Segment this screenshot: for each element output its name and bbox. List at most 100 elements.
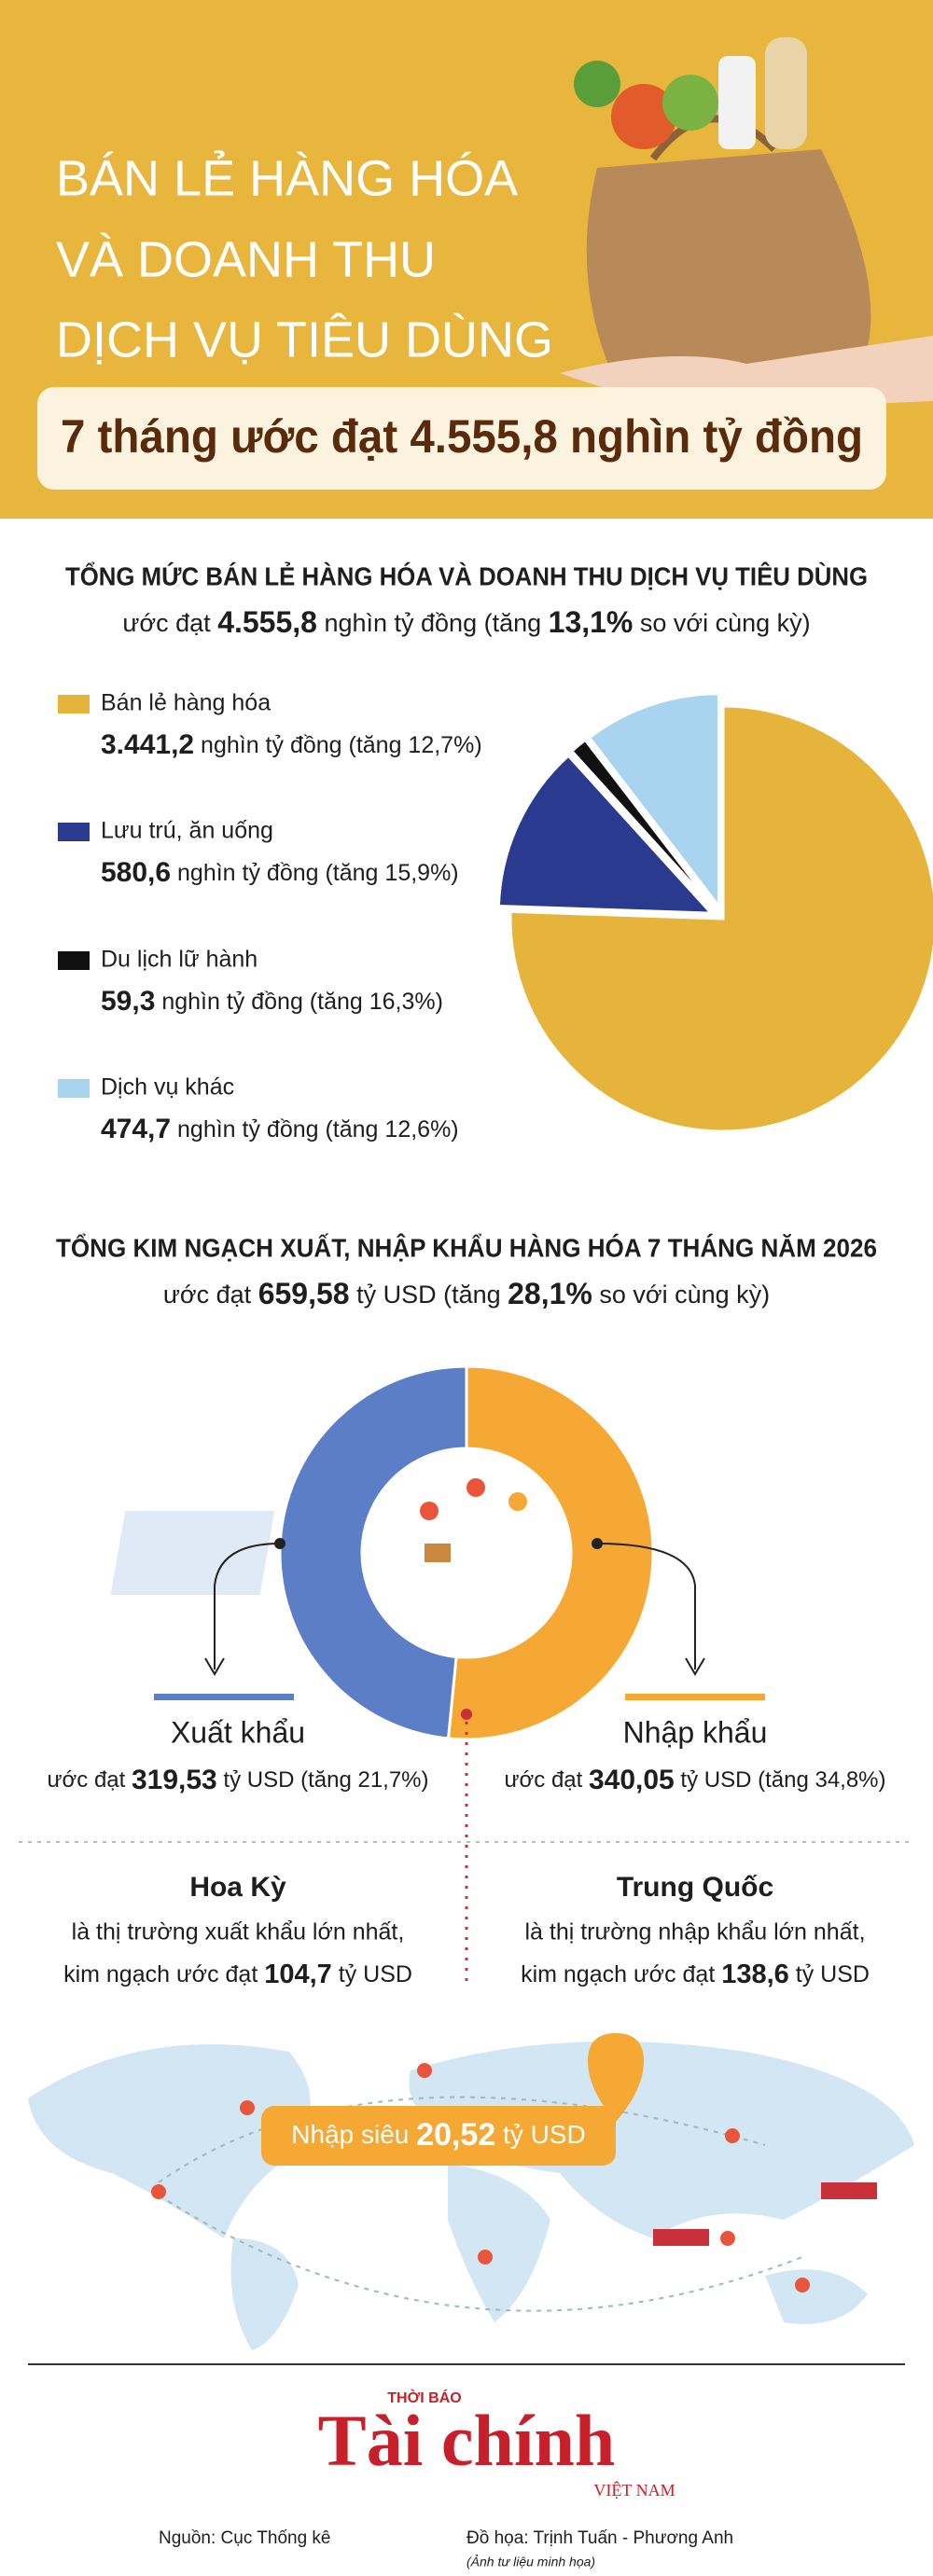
value-suffix: tỷ USD (tăng 21,7%) [217,1767,429,1793]
header-title: VÀ DOANH THU [56,231,436,287]
pin [795,2278,810,2292]
fruit [611,84,676,149]
value-prefix: ước đạt [47,1767,132,1793]
value-suffix: nghìn tỷ đồng (tăng 12,7%) [194,732,482,758]
pie-slice [508,704,933,1133]
value-label: 580,6 [101,857,171,888]
continent [448,2164,550,2322]
value-label: 340,05 [589,1765,675,1795]
section-title: TỔNG MỨC BÁN LẺ HÀNG HÓA VÀ DOANH THU DỊ… [65,561,868,590]
value-label: 319,53 [132,1765,217,1795]
donut-chart [278,1364,655,1741]
value-prefix: ước đạt [504,1767,589,1793]
summary-text: nghìn tỷ đồng (tăng [317,609,549,637]
footer-note: (Ảnh tư liệu minh họa) [466,2554,595,2569]
legend-bar [154,1694,294,1700]
world-map [28,2033,914,2350]
map-icon [110,1478,527,1595]
section-summary: ước đạt 659,58 tỷ USD (tăng 28,1% so với… [163,1277,770,1310]
bottle [718,56,756,149]
summary-text: so với cùng kỳ) [633,609,810,637]
divider-dot [461,1709,472,1720]
pie-slice [496,754,715,915]
trade-balance-box [261,2106,616,2166]
location-pin [588,2033,644,2122]
arrow-dot [274,1538,285,1549]
continent [230,2238,299,2350]
donut-segment [446,1364,655,1741]
trade-label: Nhập khẩu [623,1715,768,1749]
legend-value: 3.441,2 nghìn tỷ đồng (tăng 12,7%) [101,729,482,760]
legend-value: 59,3 nghìn tỷ đồng (tăng 16,3%) [101,986,443,1017]
balance-text: Nhập siêu [291,2120,416,2149]
footer-source: Nguồn: Cục Thống kê [159,2528,331,2548]
legend-label: Bán lẻ hàng hóa [101,690,271,716]
market-text: là thị trường xuất khẩu lớn nhất, [72,1919,405,1946]
summary-value: 4.555,8 [217,605,317,639]
value-suffix: nghìn tỷ đồng (tăng 16,3%) [155,989,443,1015]
logo-top: THỜI BÁO [387,2389,461,2406]
value-label: 474,7 [101,1114,171,1144]
continent [765,2269,868,2324]
greens [574,61,620,107]
pie-slice [587,692,720,911]
pin [466,1478,485,1497]
value-suffix: tỷ USD [789,1961,870,1987]
legend-swatch [58,1079,90,1098]
legend-bar [625,1694,765,1700]
trade-label: Xuất khẩu [171,1715,305,1749]
value-suffix: nghìn tỷ đồng (tăng 12,6%) [171,1116,459,1143]
legend-label: Lưu trú, ăn uống [101,818,273,844]
pin [240,2100,255,2115]
value-prefix: kim ngạch ước đạt [521,1961,721,1987]
pin [725,2128,740,2143]
arrow [596,1543,696,1669]
value-label: 59,3 [101,986,155,1017]
balance-value: 20,52 [416,2117,495,2153]
pin [151,2184,166,2199]
subtitle-box [37,387,886,490]
legend-value: 474,7 nghìn tỷ đồng (tăng 12,6%) [101,1114,459,1144]
arrow-head [204,1657,225,1676]
box [425,1544,451,1562]
pin [720,2231,735,2246]
legend-label: Dịch vụ khác [101,1074,234,1101]
logo: Tài chính [318,2400,616,2481]
bread [765,37,807,149]
map-sheet [110,1511,275,1595]
trade-value: ước đạt 319,53 tỷ USD (tăng 21,7%) [47,1765,428,1795]
pie-chart [496,692,933,1133]
summary-value: 28,1% [508,1277,592,1310]
value-prefix: kim ngạch ước đạt [63,1961,264,1987]
pie-slice [569,738,717,910]
arrow [214,1543,281,1669]
logo-bottom: VIỆT NAM [593,2480,675,2500]
header-subtitle: 7 tháng ước đạt 4.555,8 nghìn tỷ đồng [61,410,863,463]
pin [508,1492,527,1511]
market-country: Trung Quốc [617,1872,773,1903]
continent [28,2043,311,2238]
route [158,2096,766,2183]
market-country: Hoa Kỳ [189,1872,286,1903]
pin [417,2063,432,2078]
market-text: kim ngạch ước đạt 104,7 tỷ USD [63,1960,412,1989]
donut-center [366,1452,567,1654]
summary-value: 659,58 [258,1277,350,1310]
header-title: BÁN LẺ HÀNG HÓA [56,150,518,206]
market-value: 138,6 [721,1960,789,1989]
legend-swatch [58,951,90,970]
summary-text: so với cùng kỳ) [592,1281,770,1309]
summary-text: ước đạt [122,609,217,637]
value-suffix: nghìn tỷ đồng (tăng 15,9%) [171,860,459,886]
route [167,2200,803,2312]
summary-text: tỷ USD (tăng [350,1281,508,1309]
pin [478,2250,493,2264]
section-title: TỔNG KIM NGẠCH XUẤT, NHẬP KHẨU HÀNG HÓA … [56,1233,877,1262]
market-text: là thị trường nhập khẩu lớn nhất, [524,1919,865,1946]
value-suffix: tỷ USD [332,1961,412,1987]
ship [821,2182,877,2199]
arrow-dot [592,1538,603,1549]
value-label: 3.441,2 [101,729,194,760]
